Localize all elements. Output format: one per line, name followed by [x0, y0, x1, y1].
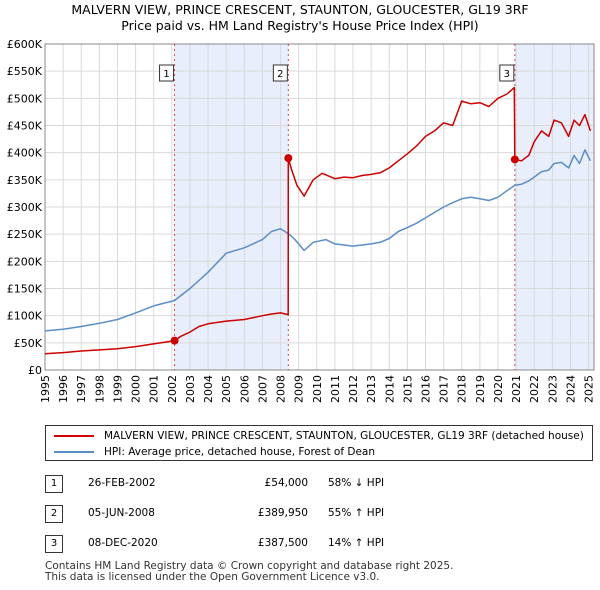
sale-price: £54,000: [264, 477, 308, 489]
y-tick-label: £100K: [7, 310, 43, 323]
x-tick-label: 2015: [401, 375, 414, 403]
series-line-hpi: [44, 149, 592, 332]
chart-title-line1: MALVERN VIEW, PRINCE CRESCENT, STAUNTON,…: [71, 2, 529, 17]
sale-date: 05-JUN-2008: [88, 507, 155, 519]
series-line-property: [44, 86, 592, 355]
x-tick-label: 2014: [383, 375, 396, 403]
x-tick-label: 2022: [528, 375, 541, 403]
x-tick-label: 2001: [148, 375, 161, 403]
sale-hpi-change: 14% ↑ HPI: [328, 537, 385, 549]
sale-number: 3: [45, 535, 63, 553]
x-tick-label: 2005: [220, 375, 233, 403]
y-tick-label: £0: [28, 364, 42, 377]
x-tick-label: 2023: [546, 375, 559, 403]
y-tick-label: £300K: [7, 201, 43, 214]
y-tick-label: £250K: [7, 228, 43, 241]
x-tick-label: 2021: [510, 375, 523, 403]
sale-row: 3 08-DEC-2020 £387,500 14% ↑ HPI: [43, 530, 583, 560]
x-tick-label: 2019: [474, 375, 487, 403]
legend-swatch-property: [54, 435, 94, 437]
sale-number-label: 1: [163, 69, 169, 80]
sale-row: 1 26-FEB-2002 £54,000 58% ↓ HPI: [43, 470, 583, 500]
y-tick-label: £150K: [7, 283, 43, 296]
plot-border: [44, 43, 595, 371]
sales-table: 1 26-FEB-2002 £54,000 58% ↓ HPI 2 05-JUN…: [43, 470, 583, 560]
x-tick-label: 2025: [583, 375, 596, 403]
legend-label-hpi: HPI: Average price, detached house, Fore…: [104, 446, 376, 458]
y-tick-label: £500K: [7, 92, 43, 105]
y-tick-label: £450K: [7, 120, 43, 133]
x-tick-label: 2011: [329, 375, 342, 403]
footer: Contains HM Land Registry data © Crown c…: [45, 561, 453, 583]
x-tick-label: 1998: [93, 375, 106, 403]
y-tick-label: £50K: [14, 337, 43, 350]
y-tick-label: £400K: [7, 147, 43, 160]
sale-number: 1: [45, 475, 63, 493]
y-tick-label: £600K: [7, 38, 43, 51]
sale-number-box: [159, 64, 175, 82]
sale-point: [510, 155, 519, 164]
sale-point: [284, 154, 293, 163]
x-tick-label: 2013: [365, 375, 378, 403]
x-tick-label: 2009: [293, 375, 306, 403]
sale-hpi-change: 55% ↑ HPI: [328, 507, 385, 519]
x-tick-label: 1999: [111, 375, 124, 403]
price-chart: £0 £50K £100K £150K £200K £250K £300K £350K £400…: [7, 38, 596, 403]
sale-number-label: 3: [504, 69, 510, 80]
y-tick-label: £350K: [7, 174, 43, 187]
x-tick-label: 2017: [438, 375, 451, 403]
sale-price: £387,500: [257, 537, 308, 549]
legend: MALVERN VIEW, PRINCE CRESCENT, STAUNTON,…: [45, 425, 593, 461]
legend-item-hpi: HPI: Average price, detached house, Fore…: [54, 444, 375, 460]
sale-point: [170, 336, 179, 345]
x-tick-label: 2004: [202, 375, 215, 403]
x-tick-label: 2006: [238, 375, 251, 403]
x-tick-label: 2020: [492, 375, 505, 403]
x-tick-label: 1997: [75, 375, 88, 403]
x-tick-label: 2000: [130, 375, 143, 403]
chart-title: MALVERN VIEW, PRINCE CRESCENT, STAUNTON,…: [0, 2, 600, 34]
chart-title-line2: Price paid vs. HM Land Registry's House …: [121, 18, 479, 33]
x-tick-label: 2024: [564, 375, 577, 403]
legend-item-property: MALVERN VIEW, PRINCE CRESCENT, STAUNTON,…: [54, 428, 584, 444]
x-tick-label: 1996: [57, 375, 70, 403]
sale-date: 08-DEC-2020: [88, 537, 158, 549]
x-tick-label: 2008: [275, 375, 288, 403]
footer-copyright: Contains HM Land Registry data © Crown c…: [45, 560, 454, 572]
sale-number-box: [499, 64, 515, 82]
legend-label-property: MALVERN VIEW, PRINCE CRESCENT, STAUNTON,…: [104, 430, 584, 442]
y-tick-label: £200K: [7, 255, 43, 268]
x-tick-label: 2010: [311, 375, 324, 403]
sale-hpi-change: 58% ↓ HPI: [328, 477, 385, 489]
x-tick-label: 2016: [419, 375, 432, 403]
y-tick-label: £550K: [7, 65, 43, 78]
sale-date: 26-FEB-2002: [88, 477, 156, 489]
footer-licence: This data is licensed under the Open Gov…: [45, 571, 380, 583]
sale-price: £389,950: [257, 507, 308, 519]
x-tick-label: 2012: [347, 375, 360, 403]
sale-number-box: [272, 64, 288, 82]
x-tick-label: 2002: [166, 375, 179, 403]
legend-swatch-hpi: [54, 451, 94, 453]
x-tick-label: 2003: [184, 375, 197, 403]
x-tick-label: 2018: [456, 375, 469, 403]
sale-number-label: 2: [277, 69, 283, 80]
x-tick-label: 1995: [39, 375, 52, 403]
sale-number: 2: [45, 505, 63, 523]
sale-row: 2 05-JUN-2008 £389,950 55% ↑ HPI: [43, 500, 583, 530]
x-tick-label: 2007: [256, 375, 269, 403]
